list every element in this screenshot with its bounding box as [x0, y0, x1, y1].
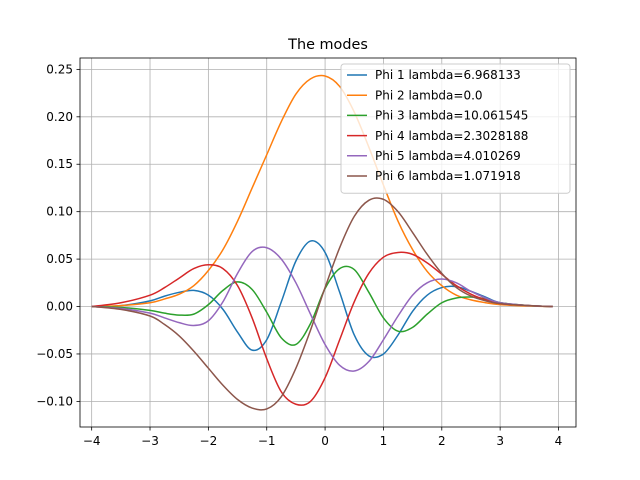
x-tick-label: 2: [438, 434, 446, 448]
x-tick-label: −3: [141, 434, 159, 448]
legend-label: Phi 6 lambda=1.071918: [375, 169, 521, 183]
legend-label: Phi 1 lambda=6.968133: [375, 68, 521, 82]
y-tick-label: 0.00: [46, 300, 73, 314]
y-tick-label: −0.05: [36, 347, 73, 361]
legend-label: Phi 5 lambda=4.010269: [375, 149, 521, 163]
x-tick-label: 1: [380, 434, 388, 448]
series-line-phi-6: [91, 197, 553, 411]
y-tick-label: 0.05: [46, 252, 73, 266]
legend-box: [340, 63, 571, 194]
x-axis: −4 −3 −2 −1 0 1 2 3 4: [83, 427, 562, 448]
chart-title: The modes: [287, 37, 368, 53]
y-axis: −0.10 −0.05 0.00 0.05 0.10 0.15 0.20 0.25: [36, 62, 80, 408]
y-tick-label: 0.15: [46, 157, 73, 171]
series-layer: [91, 74, 553, 411]
legend-label: Phi 4 lambda=2.3028188: [375, 129, 528, 143]
y-tick-label: −0.10: [36, 394, 73, 408]
x-tick-label: −1: [258, 434, 276, 448]
series-line-phi-5: [91, 246, 553, 372]
series-line-phi-1: [91, 240, 553, 359]
y-tick-label: 0.10: [46, 205, 73, 219]
x-tick-label: 0: [321, 434, 329, 448]
series-line-phi-4: [91, 251, 553, 406]
x-tick-label: 3: [496, 434, 504, 448]
y-tick-label: 0.25: [46, 62, 73, 76]
x-tick-label: −2: [200, 434, 218, 448]
x-tick-label: 4: [555, 434, 563, 448]
axes-frame: [79, 57, 577, 428]
x-tick-label: −4: [83, 434, 101, 448]
legend-label: Phi 3 lambda=10.061545: [375, 109, 528, 123]
legend-label: Phi 2 lambda=0.0: [375, 88, 483, 102]
legend: Phi 1 lambda=6.968133 Phi 2 lambda=0.0 Phi…: [340, 63, 571, 194]
y-tick-label: 0.20: [46, 110, 73, 124]
